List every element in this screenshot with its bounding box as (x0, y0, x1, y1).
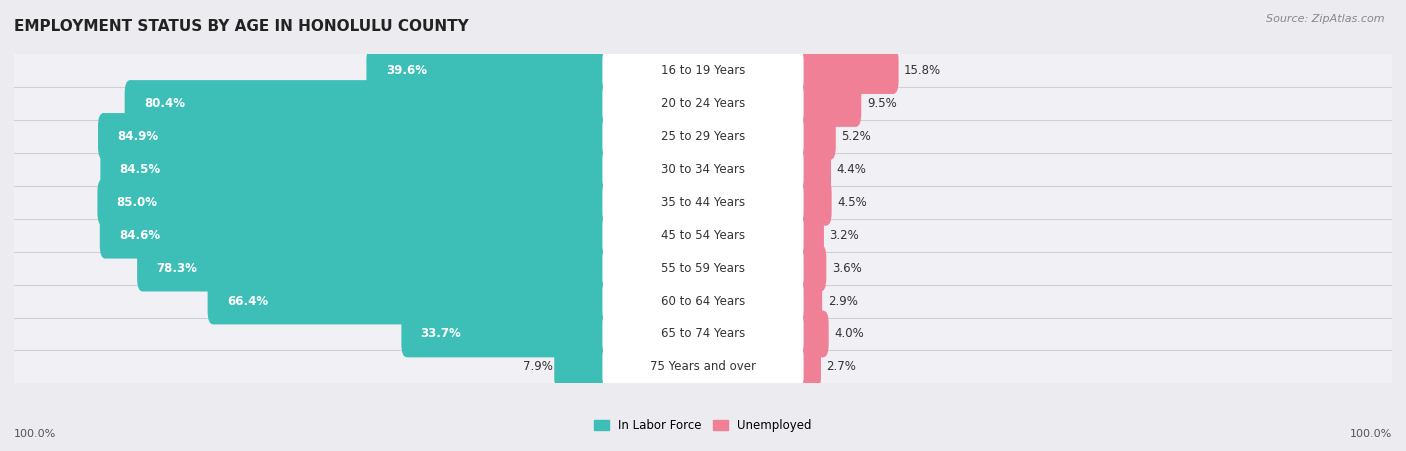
Bar (14, 219, 1392, 252)
FancyBboxPatch shape (125, 80, 612, 127)
Text: 84.5%: 84.5% (120, 163, 160, 176)
FancyBboxPatch shape (602, 281, 804, 321)
FancyBboxPatch shape (367, 47, 612, 94)
Text: Source: ZipAtlas.com: Source: ZipAtlas.com (1267, 14, 1385, 23)
Text: 3.6%: 3.6% (832, 262, 862, 275)
Text: 60 to 64 Years: 60 to 64 Years (661, 295, 745, 308)
Text: 3.2%: 3.2% (830, 229, 859, 242)
Text: 20 to 24 Years: 20 to 24 Years (661, 97, 745, 110)
Text: 84.9%: 84.9% (117, 130, 159, 143)
FancyBboxPatch shape (602, 248, 804, 288)
Text: 2.9%: 2.9% (828, 295, 858, 308)
Bar (14, 54, 1392, 87)
Text: 75 Years and over: 75 Years and over (650, 360, 756, 373)
Bar (14, 153, 1392, 186)
Text: 15.8%: 15.8% (904, 64, 941, 77)
FancyBboxPatch shape (208, 278, 612, 324)
FancyBboxPatch shape (794, 245, 827, 291)
FancyBboxPatch shape (602, 83, 804, 124)
Text: 33.7%: 33.7% (420, 327, 461, 341)
Text: 30 to 34 Years: 30 to 34 Years (661, 163, 745, 176)
FancyBboxPatch shape (794, 113, 835, 160)
FancyBboxPatch shape (794, 80, 862, 127)
Text: 9.5%: 9.5% (866, 97, 897, 110)
FancyBboxPatch shape (602, 182, 804, 222)
Bar (14, 318, 1392, 350)
FancyBboxPatch shape (401, 311, 612, 357)
FancyBboxPatch shape (602, 347, 804, 387)
Text: 35 to 44 Years: 35 to 44 Years (661, 196, 745, 209)
FancyBboxPatch shape (794, 344, 821, 390)
Text: 80.4%: 80.4% (143, 97, 186, 110)
Text: 39.6%: 39.6% (385, 64, 426, 77)
Text: 78.3%: 78.3% (156, 262, 197, 275)
Bar (14, 350, 1392, 383)
FancyBboxPatch shape (794, 311, 828, 357)
Text: 45 to 54 Years: 45 to 54 Years (661, 229, 745, 242)
Text: 16 to 19 Years: 16 to 19 Years (661, 64, 745, 77)
Text: 4.0%: 4.0% (834, 327, 863, 341)
Text: 65 to 74 Years: 65 to 74 Years (661, 327, 745, 341)
FancyBboxPatch shape (602, 149, 804, 189)
Bar (14, 252, 1392, 285)
Text: 2.7%: 2.7% (827, 360, 856, 373)
Text: 5.2%: 5.2% (841, 130, 872, 143)
FancyBboxPatch shape (100, 146, 612, 193)
Bar (14, 87, 1392, 120)
Text: 100.0%: 100.0% (1350, 429, 1392, 439)
Text: 4.5%: 4.5% (837, 196, 868, 209)
FancyBboxPatch shape (794, 278, 823, 324)
FancyBboxPatch shape (794, 47, 898, 94)
Text: EMPLOYMENT STATUS BY AGE IN HONOLULU COUNTY: EMPLOYMENT STATUS BY AGE IN HONOLULU COU… (14, 19, 468, 34)
FancyBboxPatch shape (794, 179, 831, 226)
Text: 66.4%: 66.4% (226, 295, 269, 308)
Text: 84.6%: 84.6% (120, 229, 160, 242)
Text: 100.0%: 100.0% (14, 429, 56, 439)
Text: 4.4%: 4.4% (837, 163, 866, 176)
Text: 7.9%: 7.9% (523, 360, 553, 373)
FancyBboxPatch shape (100, 212, 612, 258)
FancyBboxPatch shape (602, 314, 804, 354)
FancyBboxPatch shape (97, 179, 612, 226)
FancyBboxPatch shape (98, 113, 612, 160)
FancyBboxPatch shape (794, 146, 831, 193)
Bar (14, 186, 1392, 219)
FancyBboxPatch shape (794, 212, 824, 258)
Bar (14, 285, 1392, 318)
FancyBboxPatch shape (554, 344, 612, 390)
Text: 55 to 59 Years: 55 to 59 Years (661, 262, 745, 275)
FancyBboxPatch shape (602, 51, 804, 91)
Text: 25 to 29 Years: 25 to 29 Years (661, 130, 745, 143)
Text: 85.0%: 85.0% (117, 196, 157, 209)
FancyBboxPatch shape (602, 215, 804, 255)
Bar (14, 120, 1392, 153)
FancyBboxPatch shape (138, 245, 612, 291)
FancyBboxPatch shape (602, 116, 804, 156)
Legend: In Labor Force, Unemployed: In Labor Force, Unemployed (589, 414, 817, 437)
